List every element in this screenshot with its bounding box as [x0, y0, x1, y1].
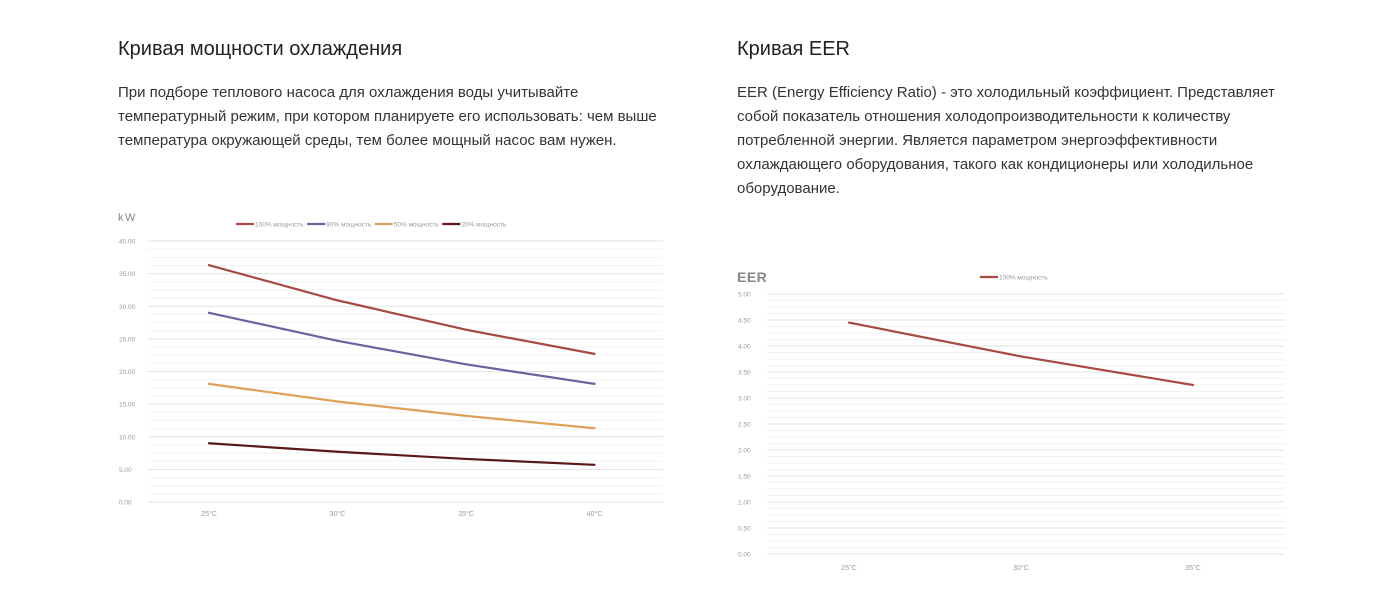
data-point: [336, 450, 339, 453]
y-tick-label: 30.00: [119, 304, 136, 311]
data-point: [207, 311, 211, 314]
y-tick-label: 0.50: [738, 526, 751, 533]
x-tick-label: 25°C: [201, 510, 217, 518]
section-title-cooling: Кривая мощности охлаждения: [118, 38, 403, 60]
y-tick-label: 40.00: [119, 239, 136, 246]
y-tick-label: 3.00: [738, 396, 751, 403]
series-line: [208, 311, 595, 385]
y-axis-label: kW: [118, 212, 137, 224]
cooling-capacity-chart: 0.00 5.00 10.00 15.00 20.00 25.00 30.00 35.00 40…: [118, 208, 678, 518]
y-tick-label: 5.00: [119, 467, 132, 474]
y-tick-label: 0.00: [119, 500, 132, 507]
y-tick-label: 4.00: [738, 344, 751, 351]
y-tick-label: 1.50: [738, 474, 751, 481]
y-tick-label: 15.00: [119, 402, 136, 409]
legend-entry: 80% мощность: [326, 221, 372, 228]
data-point: [336, 299, 339, 302]
data-point: [593, 352, 596, 355]
legend-entry: 100% мощность: [999, 274, 1048, 281]
legend-entry: 100% мощность: [255, 221, 304, 228]
y-tick-label: 10.00: [119, 434, 136, 441]
y-tick-label: 4.50: [738, 318, 751, 325]
data-point: [207, 442, 211, 445]
eer-chart: 0.00 0.50 1.00 1.50 2.00 2.50 3.00 3.50 4.00 4.50…: [737, 262, 1297, 574]
x-tick-label: 30°C: [330, 510, 346, 518]
y-tick-label: 3.50: [738, 370, 751, 377]
cooling-capacity-section: Кривая мощности охлаждения При подборе т…: [118, 0, 678, 518]
data-point: [207, 264, 211, 267]
series-line: [208, 442, 595, 466]
y-tick-label: 2.50: [738, 422, 751, 429]
x-tick-label: 40°C: [587, 510, 603, 518]
data-point: [464, 363, 468, 366]
data-point: [336, 400, 339, 403]
data-point: [1019, 355, 1023, 358]
data-point: [593, 382, 596, 385]
eer-section: Кривая EER EER (Energy Efficiency Ratio)…: [737, 0, 1297, 572]
data-point: [207, 382, 211, 385]
legend-entry: 50% мощность: [394, 221, 440, 228]
x-tick-label: 35°C: [458, 510, 474, 518]
section-title-eer: Кривая EER: [737, 38, 850, 60]
cooling-capacity-chart-svg: 0.00 5.00 10.00 15.00 20.00 25.00 30.00 35.00 40…: [118, 212, 663, 518]
series-line: [208, 264, 595, 355]
data-point: [593, 463, 596, 466]
y-tick-label: 5.00: [738, 292, 751, 299]
eer-chart-svg: 0.00 0.50 1.00 1.50 2.00 2.50 3.00 3.50 4.00 4.50…: [737, 269, 1285, 572]
x-tick-label: 25°C: [841, 564, 857, 572]
y-tick-label: 20.00: [119, 369, 136, 376]
data-point: [847, 321, 851, 324]
y-tick-label: 0.00: [738, 552, 751, 559]
data-point: [464, 457, 468, 461]
series-line: [848, 321, 1194, 387]
x-tick-label: 30°C: [1013, 564, 1029, 572]
data-point: [1191, 383, 1195, 387]
y-tick-label: 25.00: [119, 336, 136, 343]
y-tick-label: 2.00: [738, 448, 751, 455]
data-point: [593, 427, 596, 430]
data-point: [336, 339, 339, 342]
x-tick-label: 35°C: [1185, 564, 1201, 572]
section-desc-eer: EER (Energy Efficiency Ratio) - это холо…: [737, 84, 1275, 197]
series-line: [208, 382, 595, 430]
y-tick-label: 1.00: [738, 500, 751, 507]
legend-entry: 20% мощность: [461, 221, 507, 228]
y-tick-label: 35.00: [119, 271, 136, 278]
data-point: [464, 328, 468, 331]
section-desc-cooling: При подборе теплового насоса для охлажде…: [118, 84, 657, 149]
y-axis-label: EER: [737, 269, 767, 285]
data-point: [464, 414, 468, 417]
